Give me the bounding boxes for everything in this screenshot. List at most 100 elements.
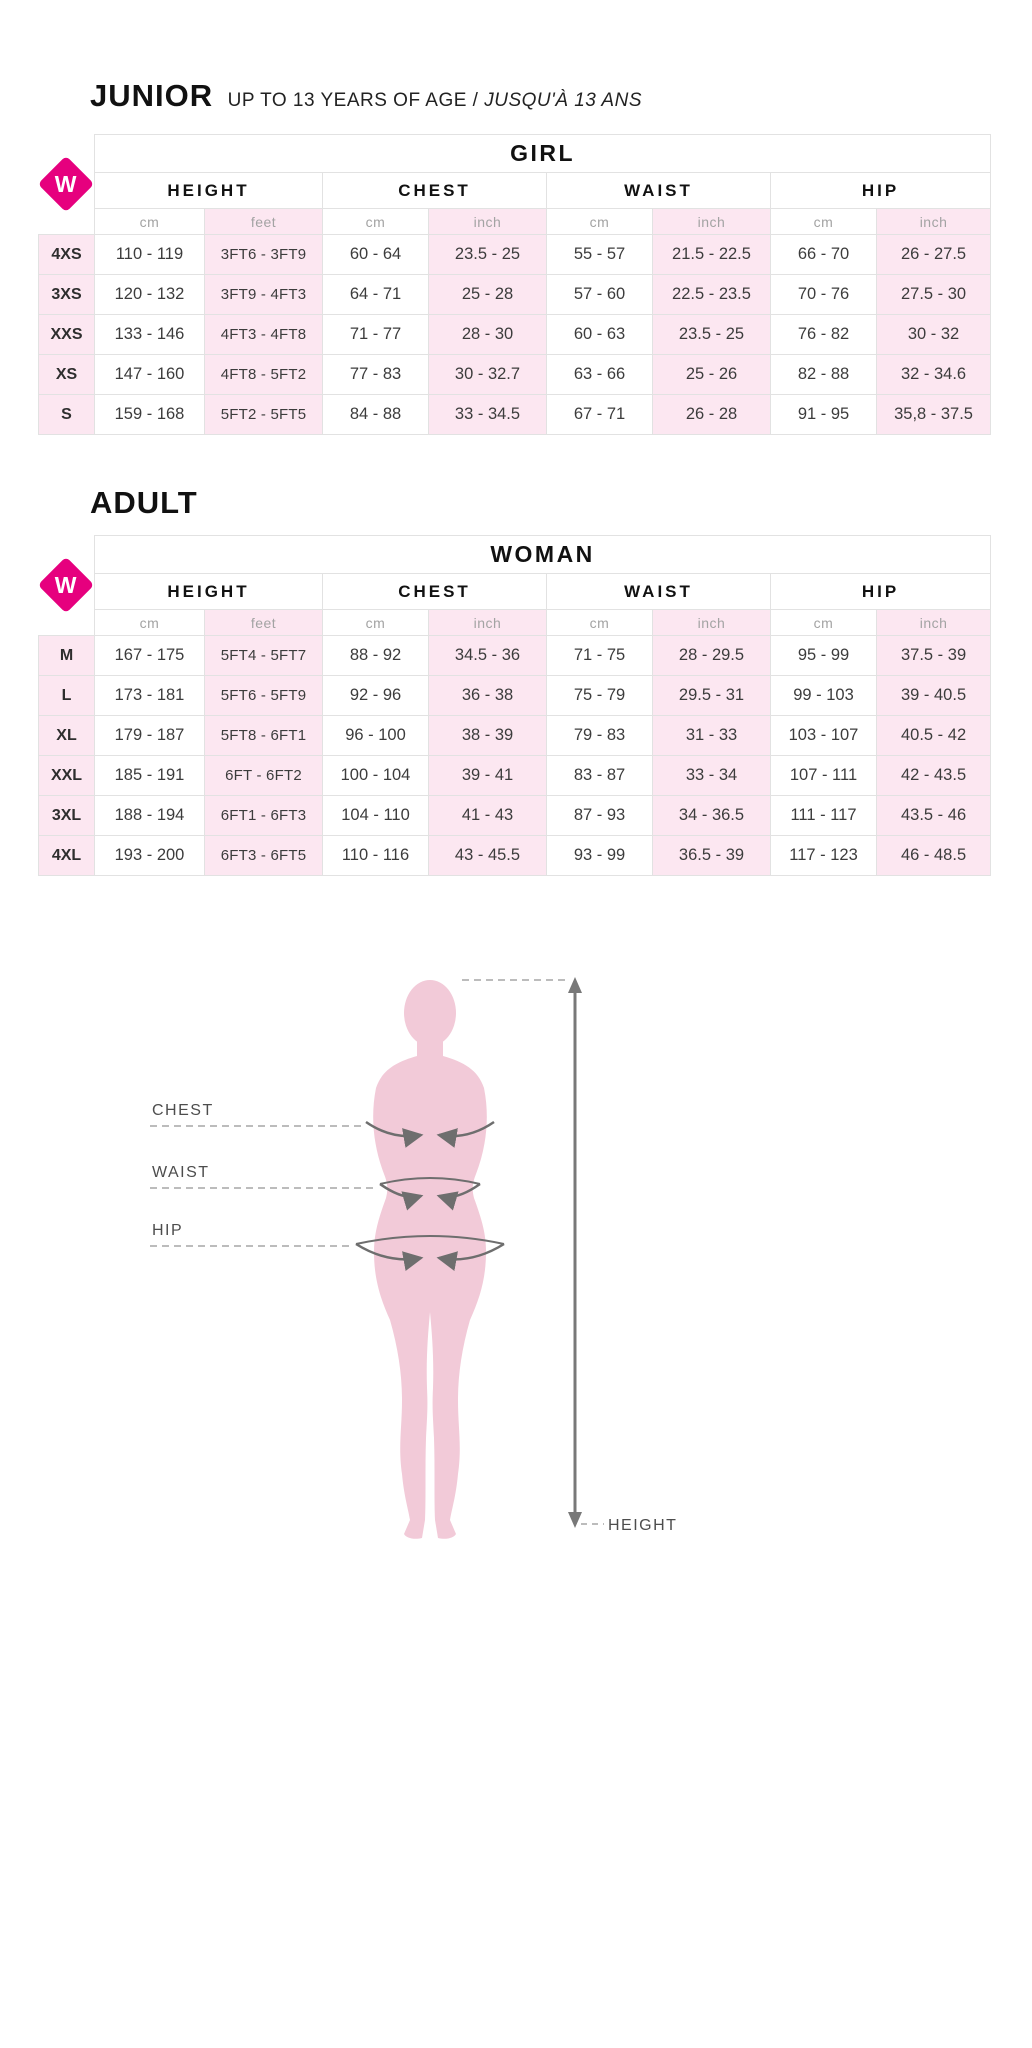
size-label: S (38, 394, 95, 435)
brand-w-diamond-logo: W (37, 556, 95, 614)
chest-measure-group: CHEST (150, 1102, 495, 1148)
waist-cm-value: 67 - 71 (546, 394, 653, 435)
chest-group-header: CHEST (322, 573, 547, 610)
chest-cm-value: 77 - 83 (322, 354, 429, 395)
hip-cm-value: 66 - 70 (770, 234, 877, 275)
chest-inch-value: 30 - 32.7 (428, 354, 547, 395)
height-feet-value: 4FT3 - 4FT8 (204, 314, 323, 355)
hip-cm-value: 76 - 82 (770, 314, 877, 355)
unit-cm: cm (770, 208, 877, 235)
table-row: XL 179 - 187 5FT8 - 6FT1 96 - 100 38 - 3… (38, 715, 992, 756)
waist-cm-value: 75 - 79 (546, 675, 653, 716)
hip-group-header: HIP (769, 573, 992, 610)
waist-cm-value: 79 - 83 (546, 715, 653, 756)
hip-arrow-right (436, 1242, 505, 1271)
height-arrow-down-head (568, 1512, 582, 1528)
height-feet-value: 5FT2 - 5FT5 (204, 394, 323, 435)
hip-label: HIP (152, 1222, 183, 1239)
table-row: S 159 - 168 5FT2 - 5FT5 84 - 88 33 - 34.… (38, 394, 992, 435)
unit-cm: cm (322, 609, 429, 636)
waist-inch-value: 26 - 28 (652, 394, 771, 435)
hip-inch-value: 27.5 - 30 (875, 274, 992, 315)
waist-inch-value: 22.5 - 23.5 (652, 274, 771, 315)
table-row: M 167 - 175 5FT4 - 5FT7 88 - 92 34.5 - 3… (38, 635, 992, 676)
height-cm-value: 110 - 119 (94, 234, 205, 275)
chest-group-header: CHEST (322, 172, 547, 209)
chest-inch-value: 33 - 34.5 (428, 394, 547, 435)
table-banner-row: W WOMAN (37, 535, 992, 636)
waist-ellipse-top (379, 1177, 481, 1185)
table-row: XS 147 - 160 4FT8 - 5FT2 77 - 83 30 - 32… (38, 354, 992, 395)
hip-cm-value: 95 - 99 (770, 635, 877, 676)
waist-measure-group: WAIST (150, 1164, 481, 1211)
hip-inch-value: 40.5 - 42 (875, 715, 992, 756)
hip-cm-value: 117 - 123 (770, 835, 877, 876)
height-cm-value: 133 - 146 (94, 314, 205, 355)
size-label: XXL (38, 755, 95, 796)
waist-inch-value: 33 - 34 (652, 755, 771, 796)
chest-inch-value: 34.5 - 36 (428, 635, 547, 676)
woman-body-silhouette (373, 980, 487, 1539)
unit-feet: feet (204, 208, 323, 235)
unit-inch: inch (652, 208, 771, 235)
size-label: XL (38, 715, 95, 756)
brand-w-diamond-logo: W (37, 155, 95, 213)
table-banner-row: W GIRL (37, 134, 992, 235)
chest-inch-value: 25 - 28 (428, 274, 547, 315)
waist-cm-value: 57 - 60 (546, 274, 653, 315)
unit-cm: cm (94, 609, 205, 636)
body-measurement-figure: CHEST WAIST HIP (150, 977, 676, 1539)
height-feet-value: 5FT4 - 5FT7 (204, 635, 323, 676)
chest-label: CHEST (152, 1102, 214, 1119)
waist-inch-value: 36.5 - 39 (652, 835, 771, 876)
waist-inch-value: 29.5 - 31 (652, 675, 771, 716)
hip-ellipse-top (355, 1235, 505, 1245)
height-feet-value: 3FT6 - 3FT9 (204, 234, 323, 275)
unit-header-row: cm feet cm inch cm inch cm inch (39, 609, 992, 636)
height-cm-value: 147 - 160 (94, 354, 205, 395)
unit-header-row: cm feet cm inch cm inch cm inch (39, 208, 992, 235)
height-group-header: HEIGHT (94, 172, 323, 209)
hip-inch-value: 42 - 43.5 (875, 755, 992, 796)
height-cm-value: 179 - 187 (94, 715, 205, 756)
unit-inch: inch (428, 609, 547, 636)
waist-cm-value: 87 - 93 (546, 795, 653, 836)
junior-section-title: JUNIOR (90, 78, 214, 113)
waist-cm-value: 63 - 66 (546, 354, 653, 395)
brand-logo-cell: W (37, 134, 95, 235)
unit-cm: cm (546, 208, 653, 235)
size-label: 3XL (38, 795, 95, 836)
hip-inch-value: 37.5 - 39 (875, 635, 992, 676)
chest-inch-value: 39 - 41 (428, 755, 547, 796)
table-row: 4XS 110 - 119 3FT6 - 3FT9 60 - 64 23.5 -… (38, 234, 992, 275)
unit-cm: cm (546, 609, 653, 636)
size-label: 3XS (38, 274, 95, 315)
hip-inch-value: 26 - 27.5 (875, 234, 992, 275)
adult-woman-size-table: W WOMAN HEIGHT CHEST WAIST HIP cm feet c… (37, 535, 992, 876)
hip-cm-value: 70 - 76 (770, 274, 877, 315)
hip-cm-value: 82 - 88 (770, 354, 877, 395)
chest-cm-value: 60 - 64 (322, 234, 429, 275)
junior-subtitle: UP TO 13 YEARS OF AGE / JUSQU'À 13 ANS (228, 90, 642, 111)
chest-cm-value: 100 - 104 (322, 755, 429, 796)
waist-inch-value: 28 - 29.5 (652, 635, 771, 676)
hip-inch-value: 39 - 40.5 (875, 675, 992, 716)
height-cm-value: 193 - 200 (94, 835, 205, 876)
unit-inch: inch (875, 609, 992, 636)
table-title-girl: GIRL (93, 134, 992, 173)
table-row: 3XS 120 - 132 3FT9 - 4FT3 64 - 71 25 - 2… (38, 274, 992, 315)
chest-arrow-right (436, 1120, 495, 1148)
unit-inch: inch (652, 609, 771, 636)
waist-arrow-right (436, 1182, 481, 1211)
waist-arrow-left (379, 1182, 424, 1211)
chest-inch-value: 36 - 38 (428, 675, 547, 716)
waist-group-header: WAIST (546, 573, 771, 610)
waist-cm-value: 55 - 57 (546, 234, 653, 275)
chest-cm-value: 110 - 116 (322, 835, 429, 876)
group-header-row: HEIGHT CHEST WAIST HIP (39, 172, 992, 209)
height-feet-value: 6FT1 - 6FT3 (204, 795, 323, 836)
junior-subtitle-en: UP TO 13 YEARS OF AGE / (227, 90, 479, 111)
waist-cm-value: 83 - 87 (546, 755, 653, 796)
junior-subtitle-fr: JUSQU'À 13 ANS (484, 90, 642, 111)
table-title-woman: WOMAN (93, 535, 992, 574)
